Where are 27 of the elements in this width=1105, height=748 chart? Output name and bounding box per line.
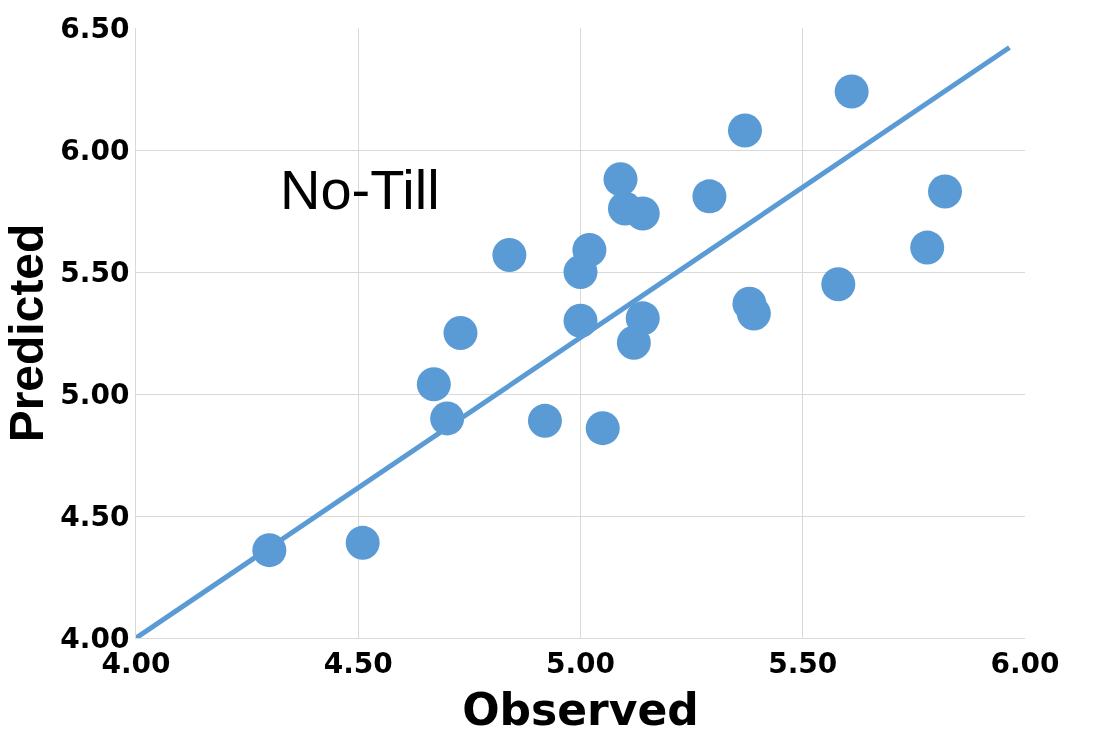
point bbox=[692, 179, 727, 214]
y-tick-label: 5.50 bbox=[60, 255, 130, 289]
annotation: No-Till bbox=[280, 158, 440, 221]
point bbox=[527, 403, 562, 438]
point bbox=[585, 411, 620, 446]
point bbox=[603, 162, 638, 197]
point bbox=[910, 230, 945, 265]
point bbox=[616, 325, 651, 360]
y-tick-label: 6.00 bbox=[60, 133, 130, 167]
y-tick-label: 6.50 bbox=[60, 11, 130, 45]
point bbox=[821, 267, 856, 302]
point bbox=[834, 74, 869, 109]
y-tick-label: 5.00 bbox=[60, 377, 130, 411]
point bbox=[416, 367, 451, 402]
x-tick-label: 5.00 bbox=[545, 646, 616, 680]
x-axis-title: Observed bbox=[462, 683, 699, 735]
y-axis-title: Predicted bbox=[0, 223, 53, 443]
point bbox=[345, 525, 380, 560]
x-tick-label: 5.50 bbox=[768, 646, 838, 680]
point bbox=[443, 316, 478, 350]
point bbox=[727, 113, 762, 148]
point bbox=[928, 174, 962, 209]
point bbox=[572, 233, 607, 268]
point bbox=[492, 237, 527, 272]
y-tick-label: 4.50 bbox=[60, 499, 130, 533]
x-tick-label: 6.00 bbox=[990, 646, 1060, 680]
x-tick-label: 4.50 bbox=[323, 646, 393, 680]
